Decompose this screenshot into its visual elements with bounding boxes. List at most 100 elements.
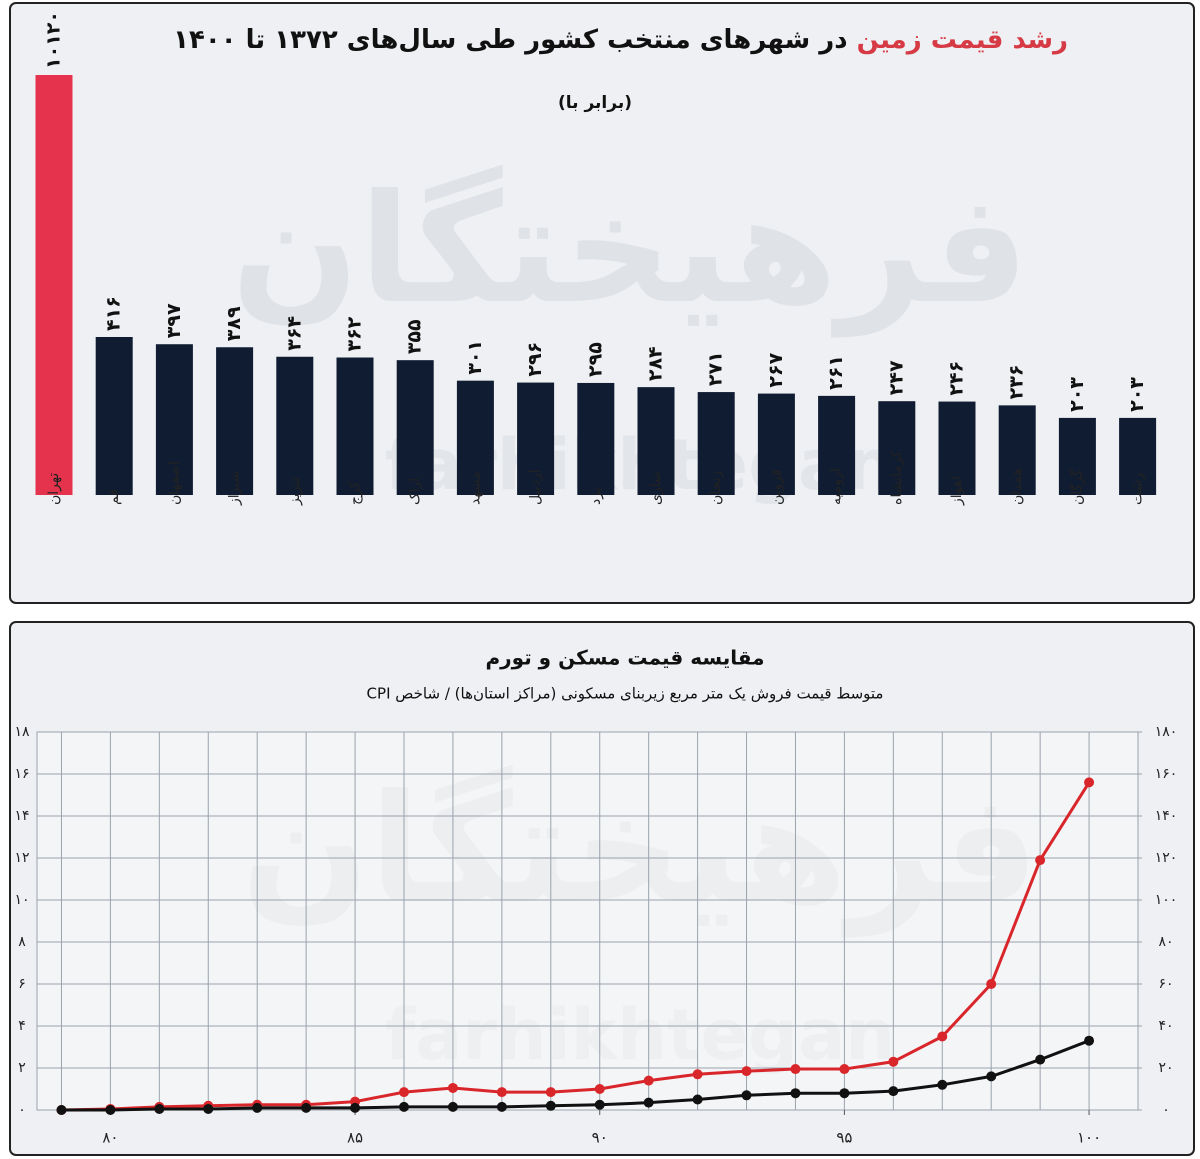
category-label: اهواز <box>949 476 965 506</box>
y2-tick-label: ۱۲۰ <box>1155 850 1178 866</box>
bar <box>336 357 374 495</box>
series-point <box>1035 855 1046 866</box>
series-point <box>203 1103 214 1114</box>
category-label: ساری <box>648 471 664 505</box>
bar <box>396 360 434 495</box>
value-label: ۲۰۳ <box>1126 377 1148 412</box>
bar <box>757 393 795 495</box>
y-tick-label: ۱۶ <box>14 766 29 782</box>
chart-subtitle: (برابر با) <box>558 93 632 113</box>
series-point <box>496 1087 507 1098</box>
y2-tick-label: ۱۸۰ <box>1155 724 1178 740</box>
series-line <box>61 781 1091 1112</box>
value-label: ۲۳۶ <box>1006 365 1028 400</box>
value-label: ۳۶۴ <box>283 316 305 351</box>
y2-tick-label: ۲۰ <box>1158 1060 1173 1076</box>
category-label: شیراز <box>227 471 243 506</box>
series-point <box>496 1101 507 1112</box>
chart-subtitle: متوسط قیمت فروش یک متر مربع زیربنای مسکو… <box>367 685 884 703</box>
bar <box>818 395 856 495</box>
bar <box>216 347 254 495</box>
x-tick-label: ۱۰۰ <box>1077 1129 1101 1147</box>
series-point <box>888 1086 899 1097</box>
series-point <box>986 1071 997 1082</box>
series-point <box>839 1088 850 1099</box>
bar <box>456 380 494 495</box>
series-point <box>252 1102 263 1113</box>
category-label: تهران <box>46 473 62 505</box>
title-space <box>848 25 857 55</box>
y2-tick-label: ۱۰۰ <box>1155 892 1178 908</box>
plot-area <box>36 731 1139 1111</box>
series-point <box>1035 1054 1046 1065</box>
y2-tick-label: ۱۴۰ <box>1155 808 1178 824</box>
series-point <box>545 1100 556 1111</box>
series-point <box>741 1090 752 1101</box>
bar <box>938 401 976 495</box>
value-label: ۲۴۷ <box>885 360 907 395</box>
series-point <box>888 1056 899 1067</box>
value-label: ۲۸۴ <box>645 346 667 381</box>
series-point <box>594 1084 605 1094</box>
category-label: مشهد <box>467 471 483 505</box>
bar <box>155 344 193 495</box>
value-label: ۳۵۵ <box>404 319 426 354</box>
category-label: همدان <box>1009 468 1025 505</box>
category-label: ارومیه <box>829 468 845 505</box>
bar <box>517 382 555 495</box>
series-point <box>986 979 997 989</box>
y-tick-label: ۱۰ <box>14 892 29 908</box>
bar <box>637 387 675 495</box>
bar <box>35 75 73 495</box>
value-label: ۳۶۲ <box>344 316 366 351</box>
value-label: ۳۸۹ <box>223 306 245 341</box>
y-tick-label: ۱۸ <box>14 724 30 740</box>
series-point <box>741 1066 752 1077</box>
value-label: ۱۰۱۲۰ <box>43 11 65 69</box>
series-point <box>447 1101 458 1112</box>
value-label: ۳۹۷ <box>163 303 185 338</box>
value-label: ۲۹۵ <box>584 342 606 377</box>
y-tick-label: ۶ <box>18 976 26 992</box>
series-point <box>1084 777 1095 788</box>
value-label: ۲۷۱ <box>705 351 727 386</box>
category-label: قم <box>106 489 122 505</box>
category-label: اراک <box>407 478 423 505</box>
series-point <box>594 1099 605 1110</box>
bar <box>95 337 133 495</box>
series-point <box>350 1102 361 1113</box>
category-label: قزوین <box>768 469 784 505</box>
value-label: ۴۱۶ <box>103 296 125 331</box>
x-tick-label: ۹۰ <box>592 1129 608 1147</box>
category-label: تبریز <box>287 477 303 506</box>
category-label: زنجان <box>708 471 724 505</box>
series-point <box>154 1103 165 1114</box>
bar <box>577 382 615 495</box>
value-label: ۳۰۱ <box>464 340 486 375</box>
bar <box>998 405 1036 495</box>
title-highlight: رشد قیمت زمین <box>857 25 1068 55</box>
series-point <box>790 1064 801 1075</box>
series-point <box>105 1105 116 1115</box>
series-point <box>545 1087 556 1098</box>
y-tick-label: ۲ <box>18 1060 26 1076</box>
series-point <box>839 1064 850 1075</box>
series-point <box>937 1079 948 1090</box>
y-tick-label: ۱۴ <box>14 808 29 824</box>
x-tick-label: ۹۵ <box>836 1129 852 1147</box>
value-label: ۲۹۶ <box>524 342 546 377</box>
y2-tick-label: ۴۰ <box>1158 1018 1173 1034</box>
series-point <box>692 1094 703 1105</box>
series-point <box>937 1031 948 1042</box>
bar <box>1119 417 1157 495</box>
series-point <box>447 1082 458 1093</box>
series-line <box>61 1039 1090 1112</box>
category-label: گرگان <box>1068 469 1085 505</box>
y2-tick-label: ۰ <box>1162 1102 1170 1118</box>
series-point <box>790 1088 801 1099</box>
watermark: فرهیختگان <box>231 163 1029 338</box>
series-point <box>301 1102 312 1113</box>
y-tick-label: ۱۲ <box>14 850 29 866</box>
category-label: یزد <box>588 487 604 505</box>
